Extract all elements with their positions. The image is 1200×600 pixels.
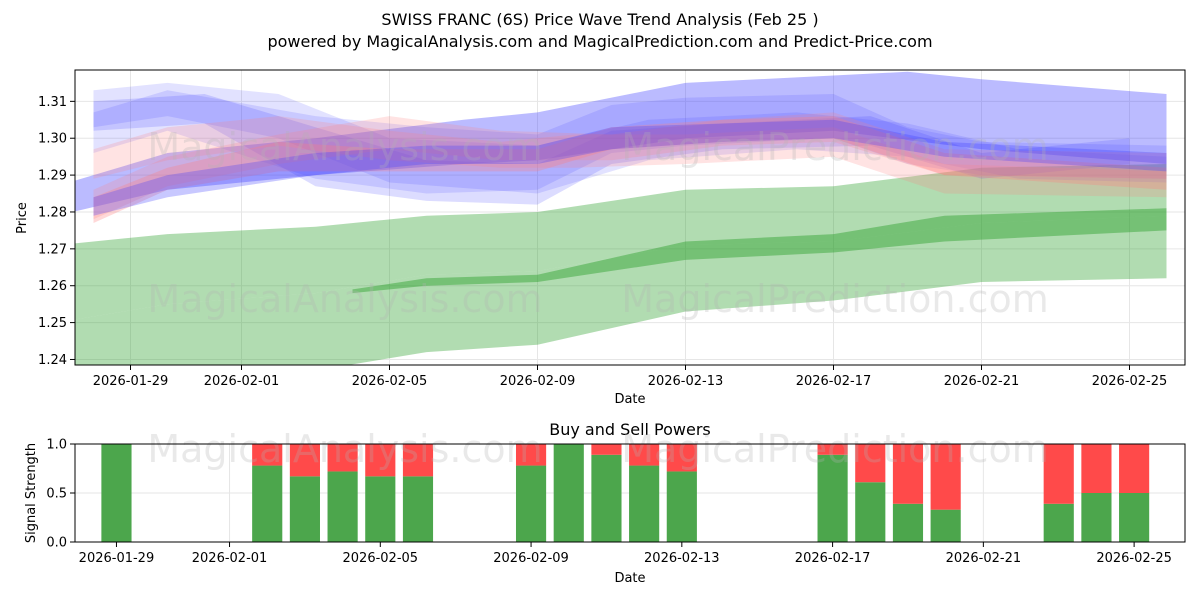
- price-x-axis-label: Date: [614, 392, 645, 407]
- price-band-8: [93, 112, 1167, 220]
- price-series-clip-group: [75, 71, 1167, 365]
- buy-bar-12: [855, 482, 886, 542]
- buy-bar-2: [289, 476, 320, 542]
- price-band-1: [75, 215, 1167, 365]
- signal-x-tick-label-0: 2026-01-29: [79, 551, 155, 566]
- buy-bar-15: [1043, 503, 1074, 542]
- sell-bar-14: [930, 444, 961, 510]
- price-y-tick-label-4: 1.28: [38, 205, 67, 220]
- watermark-prediction-top: MagicalPrediction.com: [621, 125, 1049, 169]
- signal-x-axis: 2026-01-29 2026-02-01 2026-02-05 2026-02-09…: [79, 542, 1172, 566]
- price-x-tick-label-3: 2026-02-09: [500, 374, 576, 389]
- price-plot-frame: [74, 69, 1186, 366]
- signal-x-tick-label-1: 2026-02-01: [192, 551, 268, 566]
- price-x-tick-label-2: 2026-02-05: [352, 374, 428, 389]
- buy-bar-7: [553, 444, 584, 542]
- watermark-prediction-bottom: MagicalPrediction.com: [621, 427, 1049, 471]
- price-grid: [75, 70, 1185, 365]
- price-x-tick-label-6: 2026-02-21: [944, 374, 1020, 389]
- sell-bar-13: [892, 444, 924, 504]
- sell-bar-4: [365, 444, 396, 477]
- buy-bar-14: [930, 509, 961, 542]
- price-series-group: [75, 71, 1167, 365]
- buy-bar-13: [892, 503, 924, 542]
- price-band-7: [93, 116, 1167, 198]
- sell-bar-6: [515, 444, 547, 466]
- price-x-axis: 2026-01-29 2026-02-01 2026-02-05 2026-02-09…: [93, 365, 1168, 389]
- main-chart-subtitle: powered by MagicalAnalysis.com and Magic…: [267, 32, 932, 51]
- price-band-9: [93, 116, 1167, 223]
- signal-x-tick-label-2: 2026-02-05: [343, 551, 419, 566]
- price-x-tick-label-5: 2026-02-17: [796, 374, 872, 389]
- sell-bar-1: [252, 444, 283, 466]
- price-y-axis-label: Price: [15, 202, 30, 234]
- buy-bar-6: [515, 465, 547, 542]
- sell-bar-8: [591, 444, 622, 455]
- price-y-tick-label-0: 1.24: [38, 353, 67, 368]
- price-band-4: [93, 90, 1167, 194]
- price-x-tick-label-1: 2026-02-01: [204, 374, 280, 389]
- signal-x-axis-label: Date: [614, 571, 645, 586]
- price-band-2: [352, 208, 1167, 294]
- signal-x-tick-label-7: 2026-02-25: [1096, 551, 1172, 566]
- signal-bars-group: [101, 444, 1150, 542]
- price-y-tick-label-2: 1.26: [38, 279, 67, 294]
- buy-bar-4: [365, 476, 396, 542]
- price-y-tick-label-1: 1.25: [38, 316, 67, 331]
- price-y-tick-label-5: 1.29: [38, 169, 67, 184]
- buy-bar-5: [402, 476, 434, 542]
- price-band-10: [93, 119, 1167, 216]
- watermark-prediction-mid: MagicalPrediction.com: [621, 277, 1049, 321]
- signal-y-tick-label-2: 1.0: [46, 438, 67, 453]
- price-x-tick-label-0: 2026-01-29: [93, 374, 169, 389]
- signal-x-tick-label-6: 2026-02-21: [946, 551, 1022, 566]
- sell-bar-9: [629, 444, 660, 466]
- signal-y-tick-label-1: 0.5: [46, 487, 67, 502]
- signal-y-axis: 0.0 0.5 1.0: [46, 438, 75, 551]
- price-y-tick-label-3: 1.27: [38, 242, 67, 257]
- buy-bar-17: [1119, 493, 1150, 542]
- price-x-tick-label-4: 2026-02-13: [648, 374, 724, 389]
- buy-bar-0: [101, 444, 132, 542]
- sell-bar-15: [1043, 444, 1074, 504]
- price-y-axis: 1.24 1.25 1.26 1.27 1.28 1.29 1.30 1.31: [38, 95, 75, 368]
- price-band-0: [75, 164, 1167, 320]
- sell-bar-10: [666, 444, 697, 472]
- buy-bar-3: [327, 471, 358, 542]
- buy-bar-1: [252, 465, 283, 542]
- price-band-3: [75, 71, 1167, 212]
- sell-bar-3: [327, 444, 358, 472]
- buy-bar-16: [1081, 493, 1112, 542]
- price-band-6: [93, 94, 1130, 205]
- sell-bar-17: [1119, 444, 1150, 493]
- buy-bar-10: [666, 471, 697, 542]
- sell-bar-11: [817, 444, 848, 455]
- signal-y-axis-label: Signal Strength: [24, 443, 39, 543]
- price-y-tick-label-7: 1.31: [38, 95, 67, 110]
- price-plot-background: [75, 70, 1185, 365]
- buy-bar-8: [591, 454, 622, 542]
- price-band-5: [93, 82, 1167, 194]
- buy-bar-11: [817, 454, 848, 542]
- price-x-tick-label-7: 2026-02-25: [1092, 374, 1168, 389]
- watermark-analysis-mid: MagicalAnalysis.com: [147, 277, 542, 321]
- watermark-analysis-bottom: MagicalAnalysis.com: [147, 427, 542, 471]
- sell-bar-16: [1081, 444, 1112, 493]
- buy-bar-9: [629, 465, 660, 542]
- price-y-tick-label-6: 1.30: [38, 132, 67, 147]
- watermark-analysis-top: MagicalAnalysis.com: [147, 125, 542, 169]
- signal-y-tick-label-0: 0.0: [46, 536, 67, 551]
- signal-x-tick-label-4: 2026-02-13: [644, 551, 720, 566]
- sell-bar-12: [855, 444, 886, 483]
- sell-bar-2: [289, 444, 320, 477]
- sell-bar-5: [402, 444, 434, 477]
- signal-x-tick-label-5: 2026-02-17: [795, 551, 871, 566]
- signal-x-tick-label-3: 2026-02-09: [493, 551, 569, 566]
- signal-chart-title: Buy and Sell Powers: [549, 420, 711, 439]
- main-chart-title: SWISS FRANC (6S) Price Wave Trend Analys…: [381, 10, 818, 29]
